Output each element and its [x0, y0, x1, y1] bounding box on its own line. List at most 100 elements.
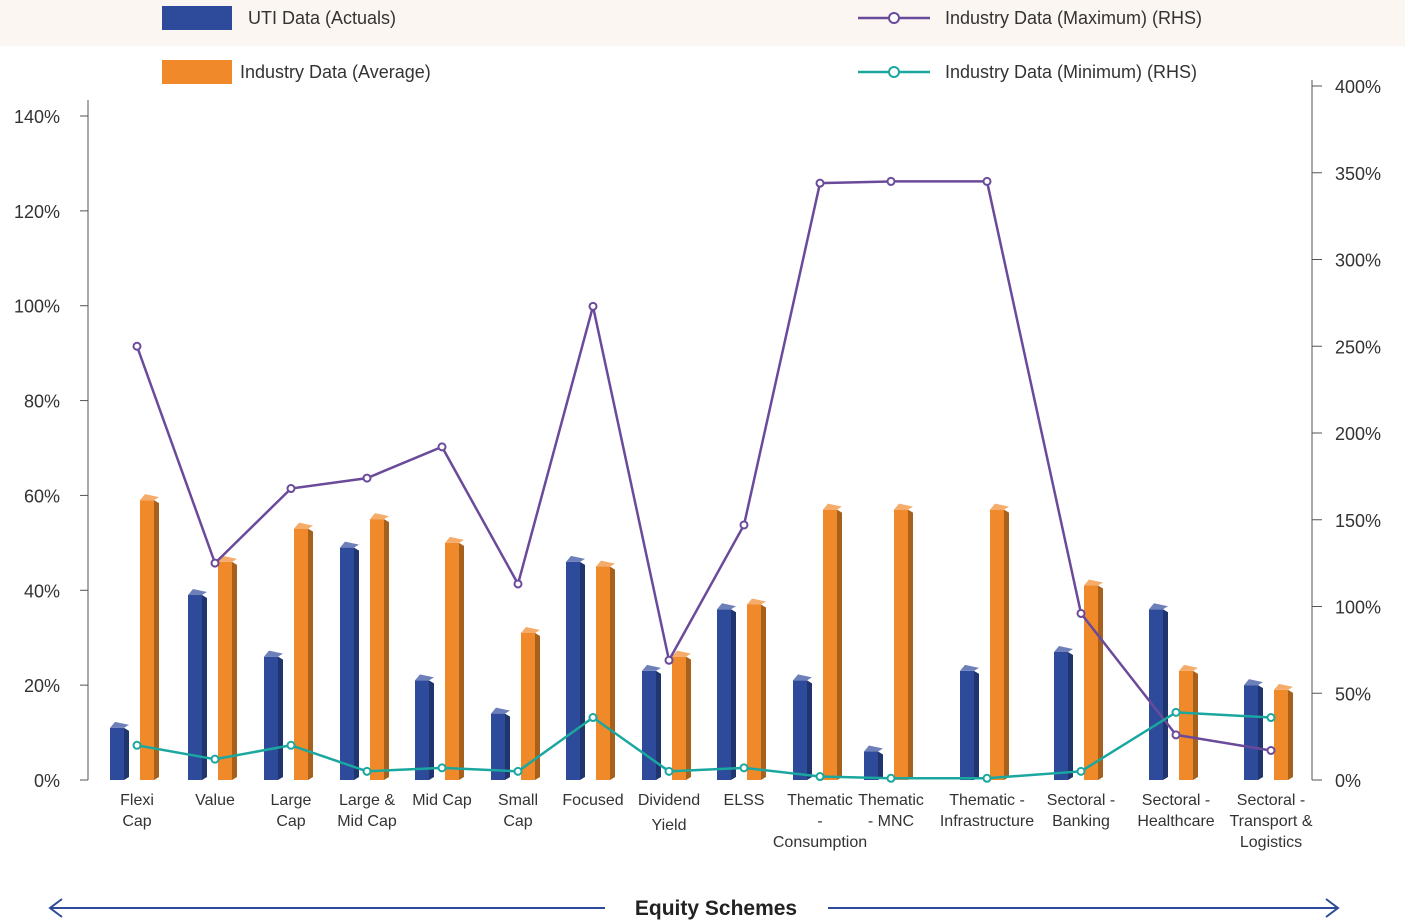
category-label-line: Cap: [122, 813, 151, 830]
point-industry-minimum: [1266, 713, 1276, 723]
point-industry-minimum: [1171, 707, 1181, 717]
category-label-line: Healthcare: [1137, 813, 1214, 830]
point-industry-minimum: [362, 766, 372, 776]
bar-top: [596, 560, 615, 567]
bar-industry-average: [672, 650, 691, 780]
bar-industry-average: [823, 503, 842, 780]
legend-marker-minimum: [888, 66, 900, 78]
bar-face: [1179, 670, 1193, 780]
bar-uti-actuals: [1054, 645, 1073, 780]
right-tick-label: 150%: [1335, 511, 1381, 531]
bar-side: [459, 542, 464, 780]
bar-top: [110, 721, 129, 728]
left-tick-label: 140%: [14, 107, 60, 127]
bar-industry-average: [445, 536, 464, 780]
x-axis-title: Equity Schemes: [635, 897, 797, 920]
bar-face: [1084, 585, 1098, 780]
category-label: Sectoral - Healthcare: [1137, 792, 1214, 830]
bar-side: [232, 561, 237, 780]
point-industry-minimum: [982, 773, 992, 783]
bar-top: [445, 536, 464, 543]
point-industry-maximum: [132, 341, 142, 351]
bar-uti-actuals: [1149, 603, 1168, 780]
bar-side: [837, 509, 842, 780]
bar-face: [370, 519, 384, 780]
category-label-line: Cap: [503, 813, 532, 830]
point-industry-minimum: [588, 713, 598, 723]
bar-side: [202, 595, 207, 780]
category-label-line: Sectoral -: [1047, 792, 1115, 809]
bar-side: [807, 680, 812, 780]
category-label: Small Cap: [498, 792, 538, 830]
bar-face: [823, 509, 837, 780]
bar-side: [308, 528, 313, 780]
point-industry-minimum: [132, 740, 142, 750]
bar-industry-average: [218, 555, 237, 780]
bar-side: [1068, 651, 1073, 780]
category-label-line: Sectoral -: [1142, 792, 1210, 809]
bar-uti-actuals: [110, 721, 129, 780]
bar-uti-actuals: [566, 555, 585, 780]
bar-face: [990, 509, 1004, 780]
legend-label-minimum: Industry Data (Minimum) (RHS): [945, 62, 1197, 82]
bar-face: [747, 604, 761, 780]
category-label: Mid Cap: [412, 792, 472, 809]
bar-face: [642, 670, 656, 780]
category-label-line: Yield: [652, 817, 687, 834]
bar-side: [1163, 609, 1168, 780]
bar-side: [580, 561, 585, 780]
bar-side: [535, 632, 540, 780]
bar-side: [731, 609, 736, 780]
bar-top: [990, 503, 1009, 510]
left-tick-label: 0%: [34, 771, 60, 791]
category-label-line: Thematic -: [949, 792, 1025, 809]
bar-face: [188, 595, 202, 780]
bar-side: [1193, 670, 1198, 780]
bar-industry-average: [521, 626, 540, 780]
bar-uti-actuals: [864, 745, 883, 780]
legend-label-maximum: Industry Data (Maximum) (RHS): [945, 8, 1202, 28]
bar-side: [1004, 509, 1009, 780]
bar-face: [1274, 689, 1288, 780]
bar-side: [1258, 685, 1263, 780]
bar-top: [340, 541, 359, 548]
bar-face: [717, 609, 731, 780]
arrow-head-right: [1325, 898, 1340, 918]
bar-side: [761, 604, 766, 780]
bar-uti-actuals: [960, 664, 979, 780]
bar-face: [1149, 609, 1163, 780]
category-label: Focused: [562, 792, 623, 809]
point-industry-minimum: [437, 763, 447, 773]
category-label: Thematic - MNC: [858, 792, 924, 830]
category-label-line: Logistics: [1240, 834, 1302, 851]
point-industry-maximum: [362, 473, 372, 483]
bar-side: [384, 519, 389, 780]
bar-side: [686, 656, 691, 780]
bar-uti-actuals: [415, 674, 434, 780]
category-label-line: Dividend: [638, 792, 700, 809]
left-tick-label: 100%: [14, 297, 60, 317]
right-tick-label: 50%: [1335, 684, 1371, 704]
left-axis-ticks: 0% 20% 40% 60% 80% 100% 120% 140%: [14, 107, 88, 791]
bar-top: [642, 664, 661, 671]
category-label-line: Mid Cap: [337, 813, 397, 830]
bar-top: [370, 513, 389, 520]
bar-top: [1084, 579, 1103, 586]
category-label-line: Value: [195, 792, 235, 809]
category-label-line: Sectoral -: [1237, 792, 1305, 809]
bar-uti-actuals: [340, 541, 359, 780]
point-industry-maximum: [286, 484, 296, 494]
bar-top: [566, 555, 585, 562]
left-tick-label: 60%: [24, 486, 60, 506]
bar-face: [264, 656, 278, 780]
point-industry-maximum: [664, 655, 674, 665]
point-industry-maximum: [1076, 608, 1086, 618]
bar-top: [823, 503, 842, 510]
legend: UTI Data (Actuals) Industry Data (Averag…: [162, 6, 1202, 84]
legend-label-uti: UTI Data (Actuals): [248, 8, 396, 28]
point-industry-minimum: [886, 773, 896, 783]
bar-side: [610, 566, 615, 780]
category-label-line: Thematic: [787, 792, 853, 809]
bar-side: [154, 500, 159, 780]
